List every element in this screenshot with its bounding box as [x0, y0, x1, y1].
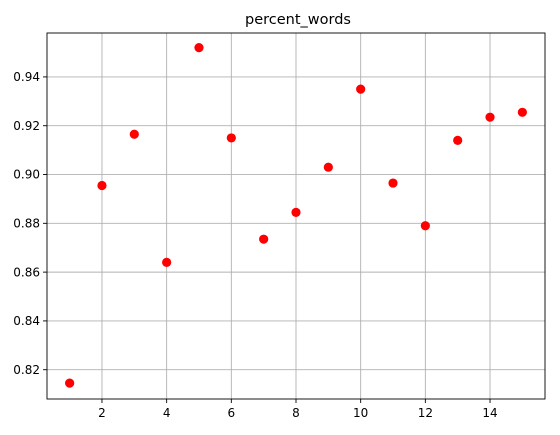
y-tick-label: 0.88 — [13, 217, 40, 231]
grid-lines — [47, 33, 545, 399]
data-point — [323, 162, 333, 172]
data-point — [453, 135, 463, 145]
y-tick-label: 0.92 — [13, 119, 40, 133]
x-tick-label: 8 — [292, 406, 300, 420]
plot-area-frame — [46, 32, 546, 400]
x-tick-label: 12 — [418, 406, 433, 420]
data-point — [291, 207, 301, 217]
x-tick-label: 10 — [353, 406, 368, 420]
data-point — [226, 133, 236, 143]
y-tick-label: 0.90 — [13, 168, 40, 182]
data-point — [259, 234, 269, 244]
data-point — [65, 378, 75, 388]
data-point — [485, 112, 495, 122]
data-points — [65, 43, 527, 388]
y-tick-label: 0.84 — [13, 314, 40, 328]
data-point — [129, 129, 139, 139]
x-tick-label: 6 — [228, 406, 236, 420]
y-tick-label: 0.82 — [13, 363, 40, 377]
data-point — [97, 180, 107, 191]
y-tick-label: 0.86 — [13, 265, 40, 279]
axis-ticks: 2 4 6 8 10 12 14 0.82 0.84 0.86 0.88 0.90 0.92 0.94 — [13, 70, 497, 420]
x-tick-label: 14 — [482, 406, 497, 420]
x-tick-label: 2 — [98, 406, 106, 420]
data-point — [388, 178, 398, 188]
chart-title: percent_words — [245, 12, 351, 28]
data-point — [420, 221, 430, 231]
data-point — [162, 257, 172, 267]
data-point — [356, 84, 366, 94]
x-tick-label: 4 — [163, 406, 171, 420]
data-point — [194, 43, 204, 53]
data-point — [517, 107, 527, 117]
y-tick-label: 0.94 — [13, 70, 40, 84]
